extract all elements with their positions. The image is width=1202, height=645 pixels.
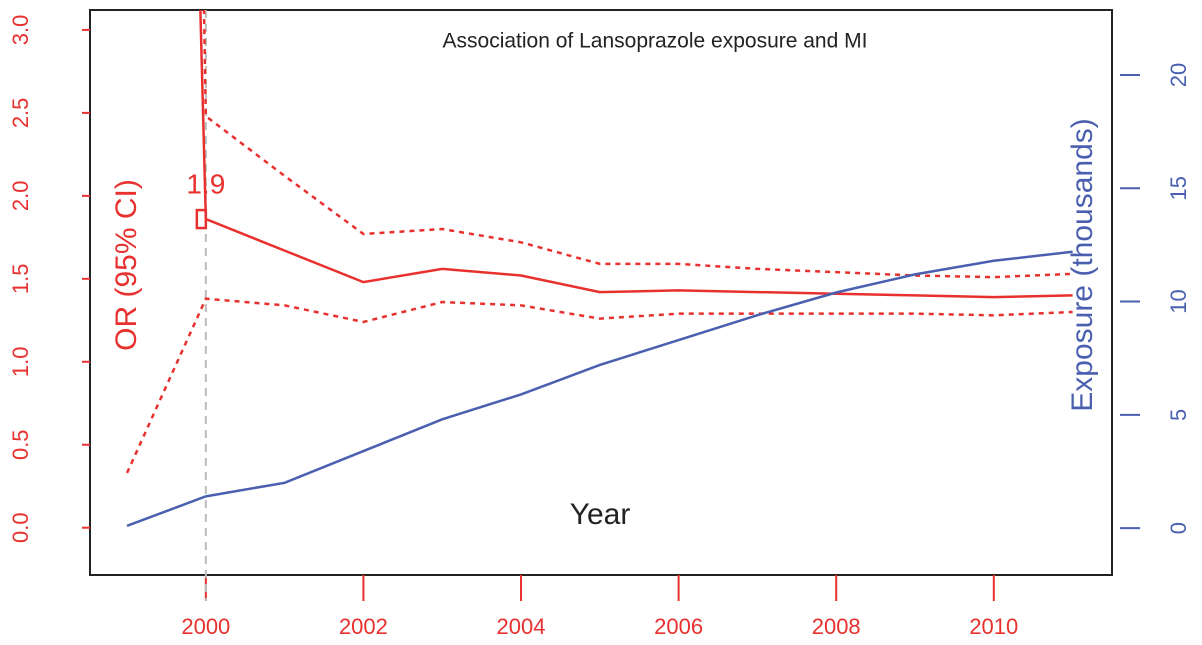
y2-tick-label: 20 <box>1166 63 1191 87</box>
y-tick-label: 2.5 <box>8 98 33 129</box>
x-tick-label: 2010 <box>969 614 1018 639</box>
y-tick-label: 0.5 <box>8 429 33 460</box>
series-line <box>125 297 1073 474</box>
plot-frame <box>89 9 1113 576</box>
y-axis-label: OR (95% CI) <box>110 179 143 351</box>
plot-area <box>125 10 1073 528</box>
y2-tick-label: 0 <box>1166 522 1191 534</box>
x-tick-label: 2000 <box>181 614 230 639</box>
y-tick-label: 2.0 <box>8 181 33 212</box>
y2-tick-label: 5 <box>1166 409 1191 421</box>
y2-tick-label: 15 <box>1166 176 1191 200</box>
y-tick-label: 1.0 <box>8 346 33 377</box>
y-tick-label: 3.0 <box>8 15 33 46</box>
y2-tick-label: 10 <box>1166 289 1191 313</box>
series-line <box>199 10 1073 299</box>
x-axis-label: Year <box>570 498 631 531</box>
series-line <box>202 10 1073 279</box>
x-tick-label: 2008 <box>812 614 861 639</box>
chart-title: Association of Lansoprazole exposure and… <box>443 30 868 53</box>
annotation-text: 1.9 <box>186 168 225 199</box>
series-line <box>126 250 1073 528</box>
x-tick-label: 2002 <box>339 614 388 639</box>
x-tick-label: 2006 <box>654 614 703 639</box>
highlight-marker <box>195 208 208 230</box>
y-tick-label: 1.5 <box>8 264 33 295</box>
y-tick-label: 0.0 <box>8 512 33 543</box>
y2-axis-label: Exposure (thousands) <box>1066 118 1099 412</box>
x-tick-label: 2004 <box>497 614 546 639</box>
